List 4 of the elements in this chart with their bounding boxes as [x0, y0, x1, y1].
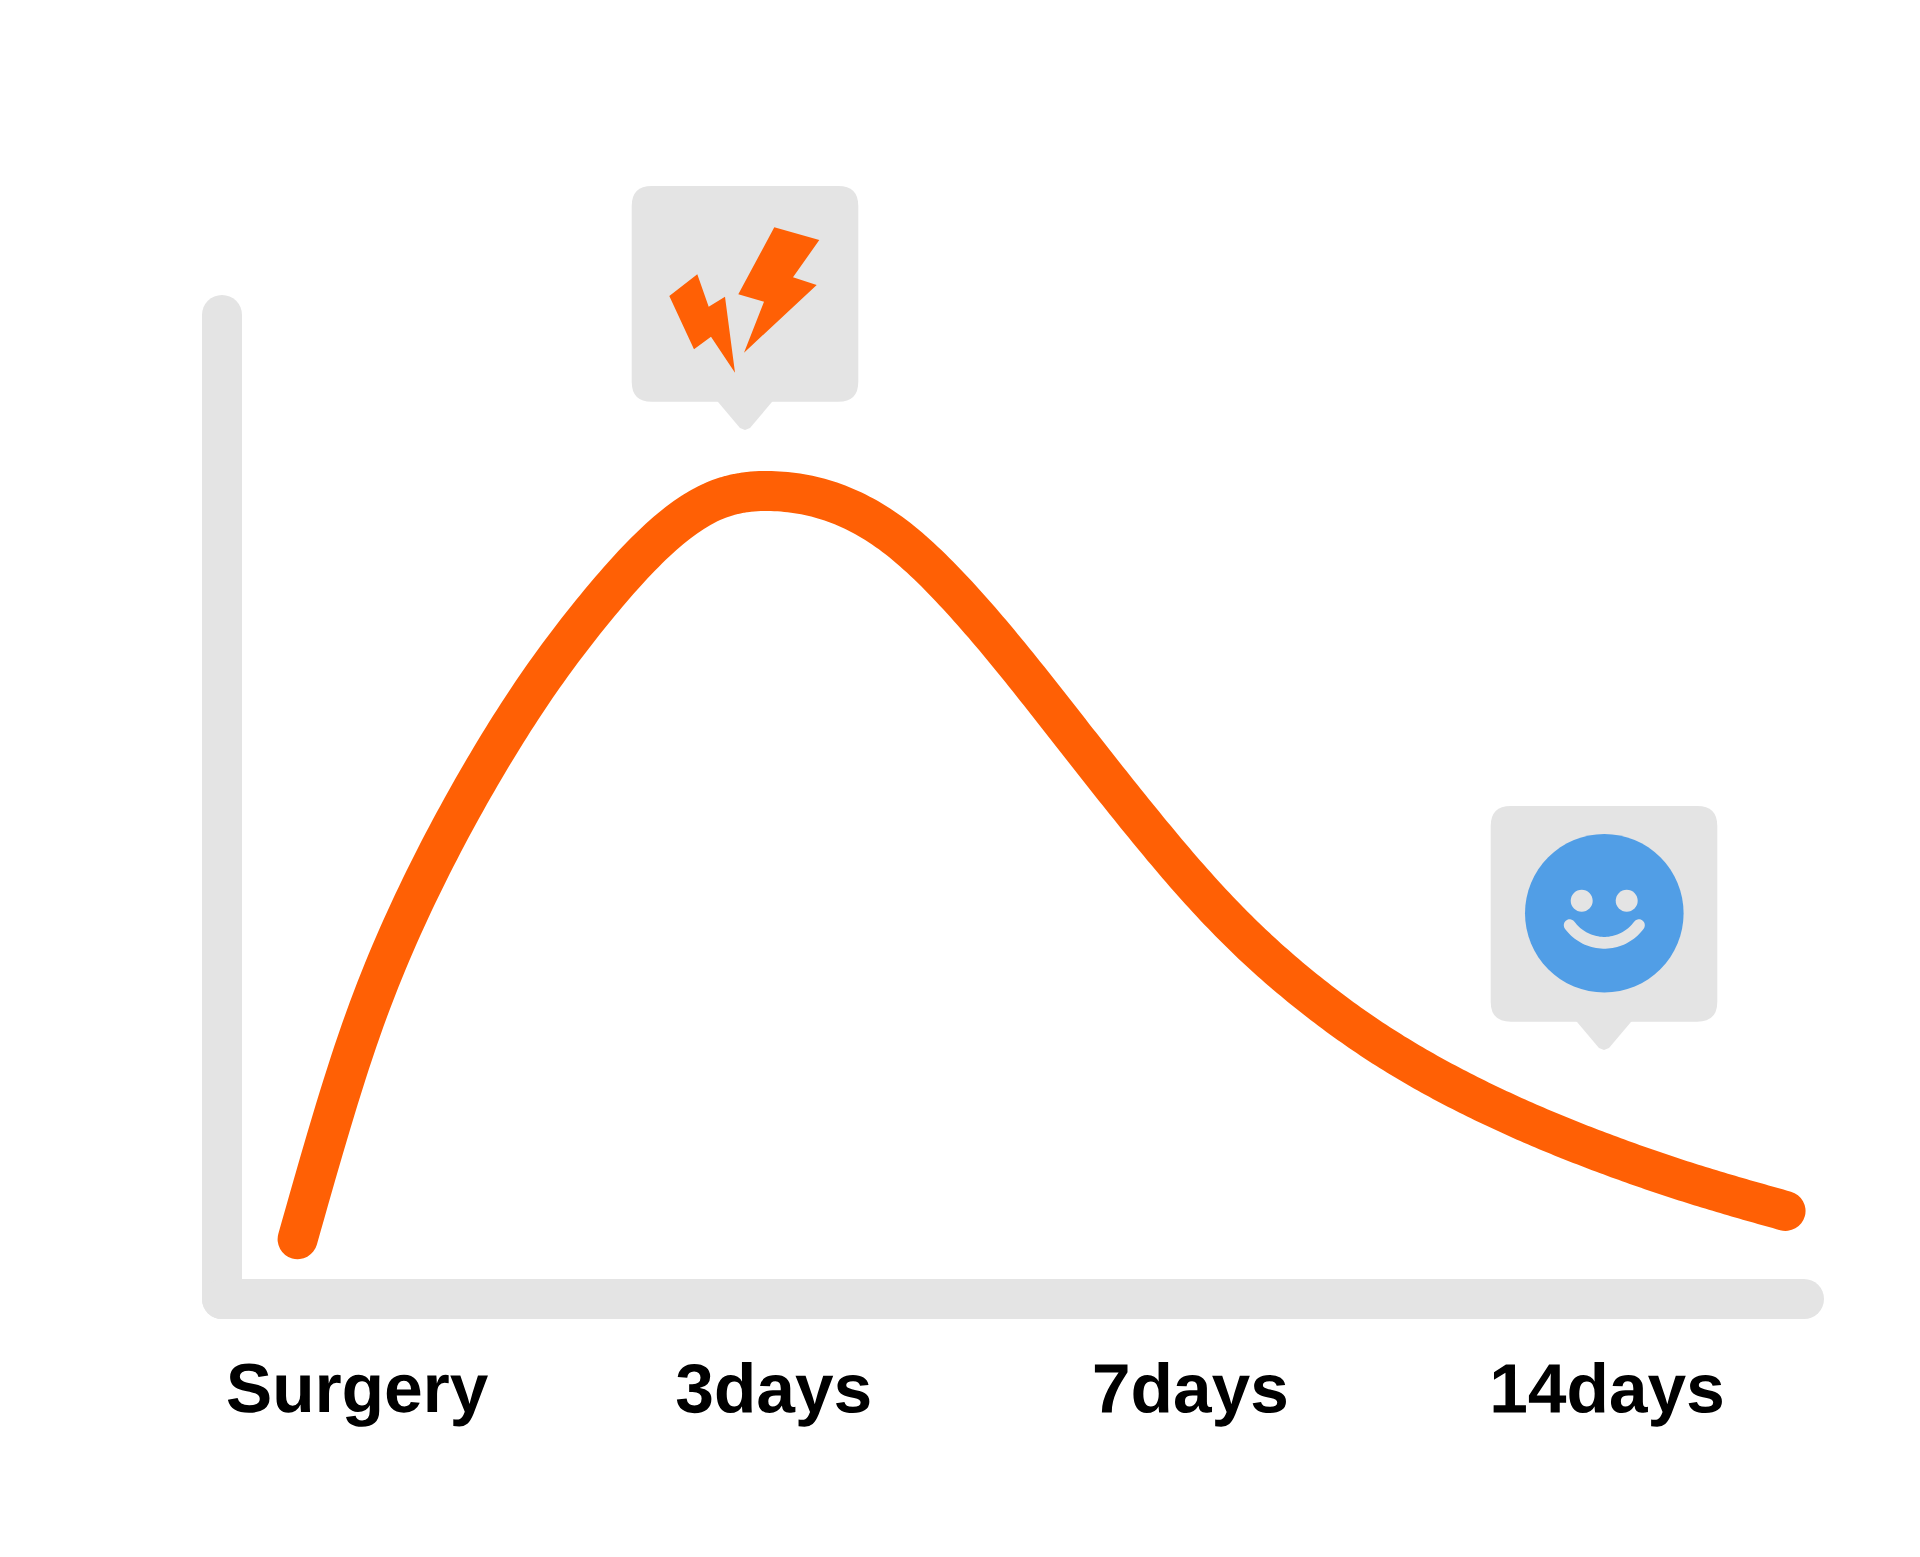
x-tick-label: 3days	[676, 1362, 870, 1427]
x-tick-label: 7days	[1094, 1362, 1286, 1427]
x-tick-label: 14days	[1493, 1362, 1722, 1427]
x-tick-label: Surgery	[227, 1363, 488, 1427]
